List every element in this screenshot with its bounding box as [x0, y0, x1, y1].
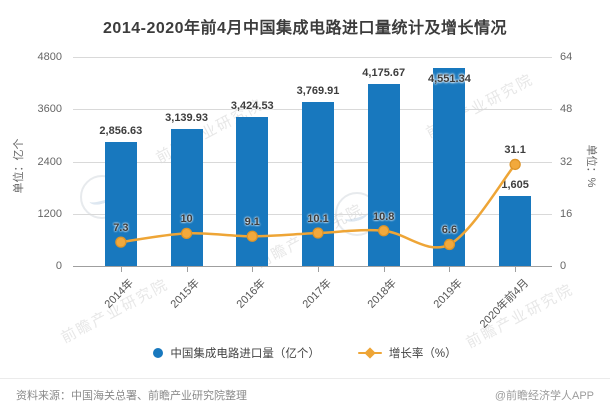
x-axis-line — [73, 266, 552, 267]
line-point-label: 10.8 — [372, 210, 395, 223]
legend-item-imports[interactable]: 中国集成电路进口量（亿个） — [153, 345, 320, 361]
left-axis-tick-label: 3600 — [37, 103, 62, 116]
left-axis-title: 单位：亿个 — [13, 138, 25, 194]
left-axis-tick-label: 1200 — [37, 207, 62, 220]
bar-value-label: 3,424.53 — [230, 99, 274, 112]
bar-value-label: 3,139.93 — [165, 112, 208, 125]
line-point-marker — [312, 227, 324, 239]
x-axis-tick — [318, 267, 319, 272]
right-axis-tick-label: 64 — [560, 51, 573, 63]
chart-title: 2014-2020年前4月中国集成电路进口量统计及增长情况 — [103, 20, 507, 37]
bar-value-label: 4,175.67 — [362, 67, 406, 80]
x-axis-tick — [515, 267, 517, 272]
x-axis-tick — [120, 267, 122, 272]
footer: 资料来源：中国海关总署、前瞻产业研究院整理 @前瞻经济学人APP — [0, 378, 610, 414]
right-axis-tick-label: 48 — [560, 103, 573, 116]
bar-2015年 — [170, 129, 203, 266]
bar-value-label: 3,769.91 — [296, 84, 340, 97]
line-point-marker — [443, 238, 456, 251]
line-point-label: 10.1 — [307, 213, 329, 226]
left-axis-tick-label: 2400 — [37, 155, 62, 168]
x-axis-tick — [252, 267, 254, 272]
x-axis-tick — [186, 267, 188, 272]
line-point-label: 7.3 — [113, 222, 129, 235]
line-point-label: 9.1 — [244, 216, 260, 229]
right-axis-tick-label: 32 — [560, 155, 573, 168]
app-credit-text: @前瞻经济学人APP — [494, 390, 594, 402]
left-axis-tick-label: 0 — [55, 260, 62, 272]
line-point-marker — [180, 227, 193, 239]
bar-2019年 — [433, 67, 466, 266]
data-source-text: 资料来源：中国海关总署、前瞻产业研究院整理 — [16, 390, 247, 402]
line-point-label: 10 — [180, 213, 193, 226]
line-point-marker — [509, 158, 521, 171]
x-axis-tick — [449, 267, 451, 272]
bar-value-label: 4,551.34 — [428, 72, 471, 85]
line-point-marker — [115, 236, 127, 248]
bar-2020年前4月 — [499, 196, 532, 266]
right-axis-title: 单位：% — [585, 144, 597, 188]
line-point-label: 31.1 — [504, 144, 526, 157]
line-point-label: 6.6 — [441, 224, 458, 237]
left-axis-tick-label: 4800 — [37, 51, 62, 63]
gridline — [73, 57, 552, 58]
bar-series-marker-icon — [153, 348, 164, 358]
legend-item-label: 增长率（%） — [388, 348, 457, 360]
bar-value-label: 1,605 — [501, 179, 529, 192]
legend: 中国集成电路进口量（亿个） 增长率（%） — [0, 345, 610, 361]
legend-item-label: 中国集成电路进口量（亿个） — [170, 348, 320, 360]
right-axis-tick-label: 0 — [560, 260, 567, 272]
legend-item-growth[interactable]: 增长率（%） — [357, 345, 457, 361]
line-point-marker — [246, 230, 258, 242]
x-axis-tick — [383, 267, 385, 272]
line-series-marker-icon — [357, 347, 382, 359]
bar-value-label: 2,856.63 — [99, 124, 143, 137]
right-axis-tick-label: 16 — [560, 207, 573, 220]
line-point-marker — [378, 225, 390, 237]
